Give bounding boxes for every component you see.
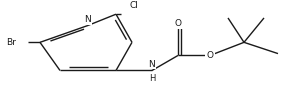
Text: Br: Br <box>6 38 16 47</box>
Text: Cl: Cl <box>130 1 139 10</box>
Text: O: O <box>175 19 181 28</box>
Text: H: H <box>149 74 155 83</box>
Text: N: N <box>149 60 155 69</box>
Text: O: O <box>207 51 213 60</box>
Text: N: N <box>85 15 91 24</box>
